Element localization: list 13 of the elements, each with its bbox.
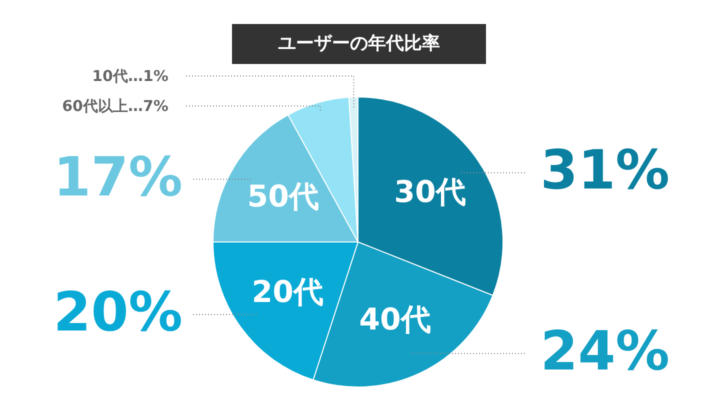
- data-label: …1%: [128, 67, 168, 85]
- slice-label: 20代: [252, 275, 324, 310]
- slice-label: 10代: [92, 67, 128, 85]
- data-label: …7%: [128, 97, 168, 115]
- data-label: 24%: [540, 320, 670, 383]
- slice-label: 30代: [394, 175, 466, 210]
- data-label: 31%: [540, 138, 670, 202]
- slice-label: 50代: [247, 180, 319, 215]
- slice-label: 60代以上: [62, 97, 128, 115]
- chart-title: ユーザーの年代比率: [278, 33, 440, 54]
- data-label: 20%: [53, 280, 183, 344]
- data-label: 17%: [53, 145, 183, 208]
- slice-label: 40代: [359, 302, 431, 338]
